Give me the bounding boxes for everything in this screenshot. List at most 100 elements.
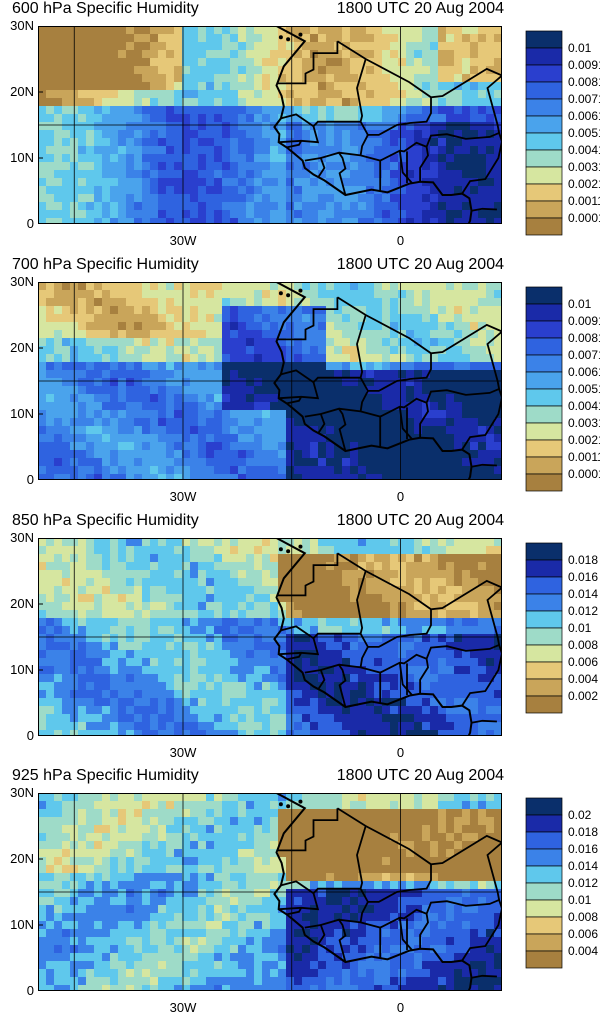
humidity-cell [94, 338, 103, 347]
humidity-cell [350, 450, 359, 459]
humidity-cell [382, 290, 391, 299]
humidity-cell [166, 650, 175, 659]
humidity-cell [54, 90, 63, 99]
humidity-cell [102, 722, 111, 731]
humidity-cell [342, 26, 351, 35]
humidity-cell [150, 162, 159, 171]
humidity-cell [62, 330, 71, 339]
humidity-cell [470, 42, 479, 51]
humidity-cell [230, 650, 239, 659]
humidity-cell [78, 370, 87, 379]
humidity-cell [262, 362, 271, 371]
humidity-cell [390, 682, 399, 691]
humidity-cell [438, 298, 447, 307]
humidity-cell [326, 298, 335, 307]
humidity-cell [382, 554, 391, 563]
humidity-cell [198, 450, 207, 459]
humidity-cell [94, 66, 103, 75]
humidity-cell [350, 34, 359, 43]
humidity-cell [174, 426, 183, 435]
humidity-cell [102, 682, 111, 691]
humidity-cell [230, 154, 239, 163]
humidity-cell [110, 186, 119, 195]
humidity-cell [374, 714, 383, 723]
humidity-cell [358, 298, 367, 307]
humidity-cell [198, 658, 207, 667]
humidity-cell [350, 322, 359, 331]
panel-title: 925 hPa Specific Humidity [12, 767, 199, 785]
humidity-cell [286, 106, 295, 115]
humidity-cell [398, 594, 407, 603]
humidity-cell [62, 793, 71, 802]
humidity-cell [86, 610, 95, 619]
humidity-cell [430, 562, 439, 571]
humidity-cell [78, 74, 87, 83]
humidity-cell [446, 833, 455, 842]
humidity-cell [198, 690, 207, 699]
humidity-cell [438, 362, 447, 371]
humidity-cell [38, 354, 47, 363]
humidity-cell [214, 626, 223, 635]
colorbar-label: 0.006 [568, 656, 598, 668]
humidity-cell [110, 426, 119, 435]
humidity-cell [214, 833, 223, 842]
humidity-cell [198, 106, 207, 115]
humidity-cell [230, 586, 239, 595]
humidity-cell [326, 674, 335, 683]
humidity-cell [206, 330, 215, 339]
humidity-cell [158, 817, 167, 826]
humidity-cell [126, 178, 135, 187]
humidity-cell [254, 106, 263, 115]
humidity-cell [238, 825, 247, 834]
humidity-cell [166, 793, 175, 802]
humidity-cell [222, 378, 231, 387]
humidity-cell [302, 282, 311, 291]
humidity-cell [142, 650, 151, 659]
humidity-cell [366, 210, 375, 219]
humidity-cell [286, 618, 295, 627]
humidity-cell [334, 354, 343, 363]
humidity-cell [78, 178, 87, 187]
humidity-cell [342, 338, 351, 347]
humidity-cell [334, 338, 343, 347]
humidity-cell [174, 410, 183, 419]
humidity-cell [294, 570, 303, 579]
humidity-cell [414, 322, 423, 331]
humidity-cell [422, 82, 431, 91]
humidity-cell [118, 833, 127, 842]
humidity-cell [214, 290, 223, 299]
humidity-cell [142, 26, 151, 35]
humidity-cell [222, 817, 231, 826]
humidity-cell [334, 833, 343, 842]
humidity-cell [38, 378, 47, 387]
humidity-cell [398, 354, 407, 363]
humidity-cell [414, 330, 423, 339]
humidity-cell [262, 322, 271, 331]
humidity-cell [158, 90, 167, 99]
humidity-cell [318, 706, 327, 715]
humidity-cell [150, 809, 159, 818]
humidity-cell [102, 690, 111, 699]
humidity-cell [398, 801, 407, 810]
humidity-cell [438, 586, 447, 595]
humidity-cell [310, 674, 319, 683]
humidity-cell [414, 458, 423, 467]
humidity-cell [454, 322, 463, 331]
humidity-cell [246, 554, 255, 563]
humidity-cell [438, 138, 447, 147]
humidity-cell [270, 442, 279, 451]
humidity-cell [222, 698, 231, 707]
humidity-cell [118, 610, 127, 619]
humidity-cell [126, 666, 135, 675]
humidity-cell [326, 162, 335, 171]
humidity-cell [150, 817, 159, 826]
humidity-cell [478, 706, 487, 715]
humidity-cell [262, 74, 271, 83]
humidity-cell [150, 210, 159, 219]
humidity-cell [406, 130, 415, 139]
colorbar-swatch [526, 218, 562, 235]
humidity-cell [150, 690, 159, 699]
colorbar-swatch [526, 560, 562, 577]
humidity-cell [118, 378, 127, 387]
humidity-cell [246, 146, 255, 155]
